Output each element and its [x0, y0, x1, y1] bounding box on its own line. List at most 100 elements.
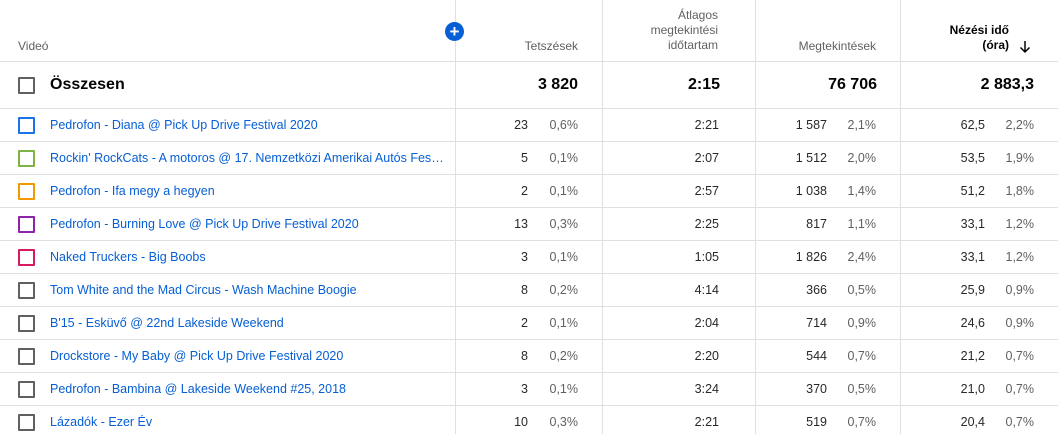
views-value: 370: [806, 382, 827, 396]
header-likes[interactable]: Tetszések: [524, 39, 578, 53]
header-avg-line3: időtartam: [667, 38, 718, 52]
avg-duration-value: 2:20: [694, 349, 719, 363]
watch-time-percent: 1,8%: [1005, 184, 1035, 198]
arrow-down-icon[interactable]: [1019, 40, 1031, 54]
video-title-link[interactable]: Rockin' RockCats - A motoros @ 17. Nemze…: [50, 151, 448, 165]
table-row: Pedrofon - Diana @ Pick Up Drive Festiva…: [0, 109, 1058, 142]
watch-time-value: 21,0: [960, 382, 985, 396]
watch-time-percent: 2,2%: [1005, 118, 1035, 132]
likes-percent: 0,1%: [549, 184, 579, 198]
avg-duration-value: 2:21: [694, 415, 719, 429]
header-avg-line2: megtekintési: [650, 23, 718, 37]
likes-value: 2: [521, 184, 528, 198]
likes-percent: 0,1%: [549, 316, 579, 330]
total-likes: 3 820: [537, 76, 578, 93]
total-label: Összesen: [50, 76, 125, 93]
views-percent: 2,0%: [847, 151, 877, 165]
header-video[interactable]: Videó: [18, 39, 49, 53]
row-checkbox[interactable]: [18, 117, 35, 134]
views-value: 1 038: [795, 184, 827, 198]
views-percent: 1,1%: [847, 217, 877, 231]
views-value: 817: [806, 217, 827, 231]
column-divider: [455, 0, 456, 434]
select-all-checkbox[interactable]: [18, 77, 35, 94]
avg-duration-value: 4:14: [694, 283, 719, 297]
likes-percent: 0,2%: [549, 283, 579, 297]
avg-duration-value: 2:07: [694, 151, 719, 165]
likes-percent: 0,3%: [549, 217, 579, 231]
watch-time-percent: 1,2%: [1005, 217, 1035, 231]
views-value: 1 587: [795, 118, 827, 132]
likes-percent: 0,3%: [549, 415, 579, 429]
video-title-link[interactable]: Tom White and the Mad Circus - Wash Mach…: [50, 283, 357, 297]
table-row: Tom White and the Mad Circus - Wash Mach…: [0, 274, 1058, 307]
video-title-link[interactable]: Pedrofon - Diana @ Pick Up Drive Festiva…: [50, 118, 318, 132]
column-divider: [755, 0, 756, 434]
watch-time-value: 33,1: [960, 250, 985, 264]
video-title-link[interactable]: Naked Truckers - Big Boobs: [50, 250, 206, 264]
avg-duration-value: 2:57: [694, 184, 719, 198]
row-checkbox[interactable]: [18, 216, 35, 233]
row-checkbox[interactable]: [18, 414, 35, 431]
total-views: 76 706: [828, 76, 877, 93]
plus-circle-icon: +: [449, 22, 460, 41]
views-percent: 0,9%: [847, 316, 877, 330]
avg-duration-value: 2:25: [694, 217, 719, 231]
watch-time-percent: 1,2%: [1005, 250, 1035, 264]
watch-time-value: 20,4: [960, 415, 985, 429]
row-checkbox[interactable]: [18, 249, 35, 266]
video-title-link[interactable]: Pedrofon - Bambina @ Lakeside Weekend #2…: [50, 382, 346, 396]
watch-time-percent: 0,7%: [1005, 382, 1035, 396]
table-row: B'15 - Esküvő @ 22nd Lakeside Weekend 2 0,…: [0, 307, 1058, 340]
table-row: Naked Truckers - Big Boobs 3 0,1% 1:05 1 826…: [0, 241, 1058, 274]
watch-time-value: 51,2: [960, 184, 985, 198]
views-value: 1 826: [795, 250, 827, 264]
row-checkbox[interactable]: [18, 381, 35, 398]
views-value: 519: [806, 415, 827, 429]
views-percent: 0,7%: [847, 415, 877, 429]
avg-duration-value: 2:04: [694, 316, 719, 330]
views-percent: 0,5%: [847, 382, 877, 396]
video-title-link[interactable]: B'15 - Esküvő @ 22nd Lakeside Weekend: [50, 316, 284, 330]
header-watch-line2: (óra): [982, 38, 1009, 52]
row-checkbox[interactable]: [18, 183, 35, 200]
watch-time-value: 24,6: [960, 316, 985, 330]
likes-percent: 0,1%: [549, 382, 579, 396]
video-title-link[interactable]: Pedrofon - Ifa megy a hegyen: [50, 184, 215, 198]
likes-value: 3: [521, 250, 528, 264]
watch-time-percent: 0,9%: [1005, 283, 1035, 297]
add-column-button[interactable]: +: [445, 22, 464, 41]
watch-time-value: 21,2: [960, 349, 985, 363]
views-value: 714: [806, 316, 827, 330]
views-value: 544: [806, 349, 827, 363]
views-percent: 0,5%: [847, 283, 877, 297]
likes-percent: 0,1%: [549, 151, 579, 165]
row-checkbox[interactable]: [18, 282, 35, 299]
header-avg-line1: Átlagos: [677, 8, 718, 22]
watch-time-percent: 0,7%: [1005, 349, 1035, 363]
row-checkbox[interactable]: [18, 315, 35, 332]
video-title-link[interactable]: Drockstore - My Baby @ Pick Up Drive Fes…: [50, 349, 344, 363]
likes-value: 8: [521, 283, 528, 297]
avg-duration-value: 1:05: [694, 250, 719, 264]
header-avg-duration[interactable]: Átlagos megtekintési időtartam: [610, 8, 718, 53]
likes-percent: 0,1%: [549, 250, 579, 264]
header-views[interactable]: Megtekintések: [798, 39, 876, 53]
likes-value: 13: [514, 217, 528, 231]
likes-value: 10: [514, 415, 528, 429]
views-percent: 0,7%: [847, 349, 877, 363]
header-watch-time[interactable]: Nézési idő (óra): [905, 23, 1009, 53]
column-divider: [602, 0, 603, 434]
views-percent: 2,4%: [847, 250, 877, 264]
table-row: Pedrofon - Burning Love @ Pick Up Drive …: [0, 208, 1058, 241]
video-title-link[interactable]: Lázadók - Ezer Év: [50, 415, 153, 429]
video-title-link[interactable]: Pedrofon - Burning Love @ Pick Up Drive …: [50, 217, 359, 231]
watch-time-value: 53,5: [960, 151, 985, 165]
header-watch-line1: Nézési idő: [949, 23, 1009, 37]
likes-value: 5: [521, 151, 528, 165]
avg-duration-value: 2:21: [694, 118, 719, 132]
likes-percent: 0,2%: [549, 349, 579, 363]
row-checkbox[interactable]: [18, 348, 35, 365]
table-row: Rockin' RockCats - A motoros @ 17. Nemze…: [0, 142, 1058, 175]
row-checkbox[interactable]: [18, 150, 35, 167]
